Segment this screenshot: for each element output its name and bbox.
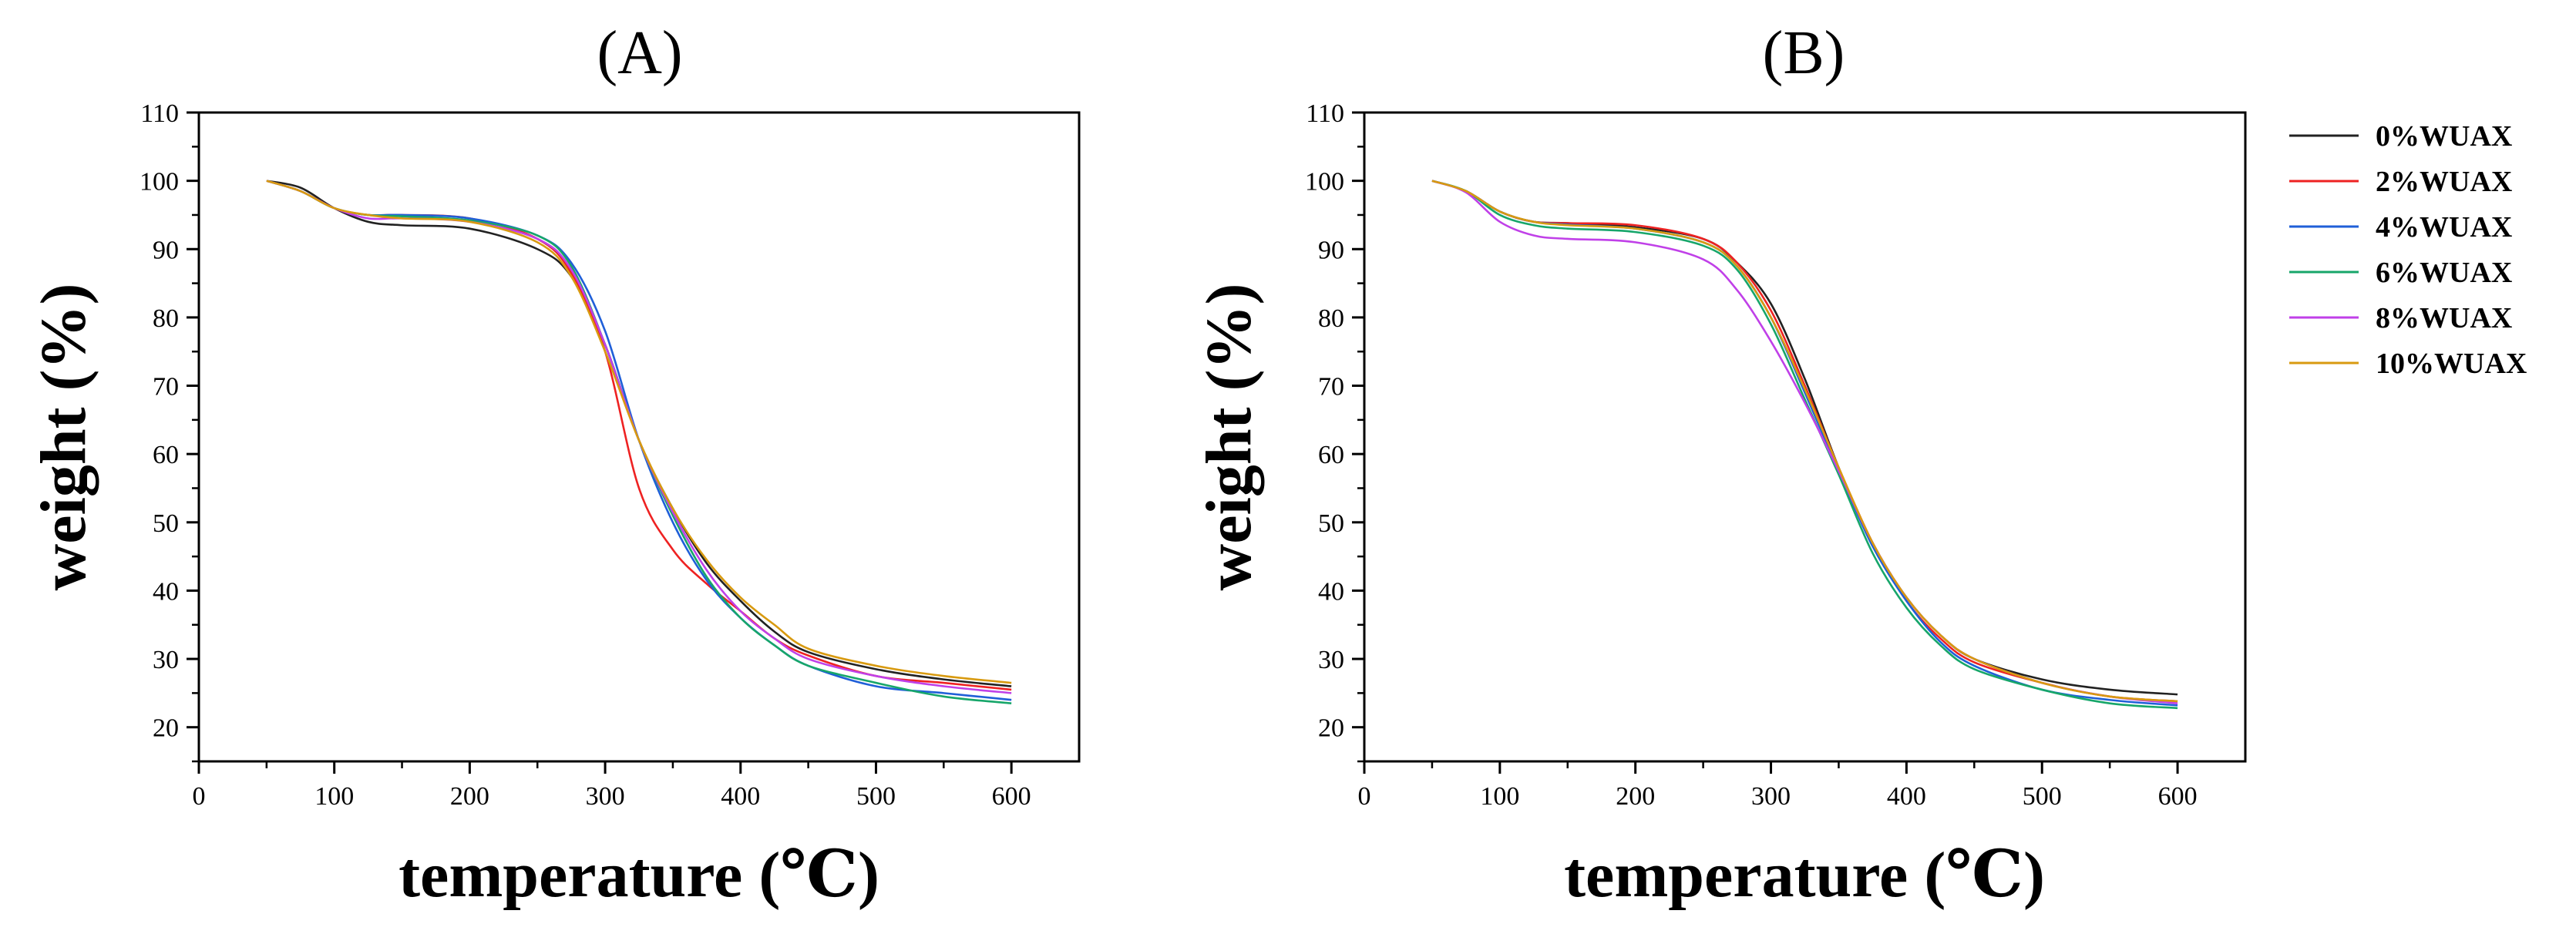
y-tick-label: 20 [153,714,179,743]
x-axis-label-b: temperature (℃) [1564,839,2045,911]
x-tick-label: 0 [193,782,206,811]
x-tick-label: 300 [586,782,625,811]
axis-ticks-b: 0 100 200 300 400 500 600 20 30 40 50 60 70 80 90 100 11… [1305,99,2198,811]
plot-frame-a [197,111,1081,763]
series-line-10pct-wuax [1431,180,2178,703]
x-tick-label: 200 [450,782,489,811]
series-line-10pct-wuax [266,180,1012,684]
y-tick-label: 60 [1318,441,1344,469]
legend: 0%WUAX 2%WUAX 4%WUAX 6%WUAX 8%WUAX 10%WUAX [2289,120,2527,380]
series-line-2pct-wuax [1431,180,2178,703]
chart-panel-a: (A) 0 100 200 300 400 500 600 20 30 40 50 60 70 80 90 1… [28,19,1081,911]
y-tick-label: 30 [1318,646,1344,674]
series-line-8pct-wuax [1431,180,2178,704]
y-tick-label: 110 [140,99,179,128]
y-tick-label: 90 [1318,236,1344,264]
y-tick-label: 100 [140,168,179,197]
y-axis-label-b: weight (%) [1193,284,1265,591]
y-tick-label: 40 [1318,577,1344,606]
x-axis-label-a: temperature (℃) [399,839,879,911]
x-tick-label: 500 [2023,782,2062,811]
panel-title-a: (A) [597,19,682,87]
x-tick-label: 400 [1887,782,1926,811]
x-tick-label: 500 [856,782,896,811]
y-tick-label: 100 [1305,168,1344,197]
legend-label: 4%WUAX [2376,211,2512,244]
series-line-8pct-wuax [266,180,1012,694]
series-lines-b [1431,180,2178,710]
series-line-0pct-wuax [1431,180,2178,696]
y-tick-label: 70 [153,373,179,401]
y-tick-label: 50 [153,509,179,538]
y-tick-label: 20 [1318,714,1344,743]
legend-label: 0%WUAX [2376,120,2512,153]
x-tick-label: 600 [2158,782,2198,811]
x-tick-label: 0 [1358,782,1371,811]
series-lines-a [266,180,1012,704]
x-tick-label: 300 [1751,782,1791,811]
axis-ticks-a: 0 100 200 300 400 500 600 20 30 40 50 60 70 80 90 100 11… [140,99,1031,811]
series-line-6pct-wuax [1431,180,2178,710]
x-tick-label: 600 [992,782,1031,811]
x-tick-label: 100 [1480,782,1519,811]
y-axis-label-a: weight (%) [28,284,99,591]
x-tick-label: 200 [1616,782,1655,811]
legend-label: 6%WUAX [2376,257,2512,289]
legend-label: 10%WUAX [2376,348,2527,380]
y-tick-label: 110 [1306,99,1344,128]
x-tick-label: 100 [314,782,354,811]
y-tick-label: 90 [153,236,179,264]
legend-label: 8%WUAX [2376,302,2512,334]
chart-panel-b: (B) 0 100 200 300 400 500 600 20 30 40 50 60 70 80 90 1… [1193,19,2247,911]
y-tick-label: 50 [1318,509,1344,538]
x-tick-label: 400 [721,782,760,811]
series-line-2pct-wuax [266,180,1012,691]
y-tick-label: 40 [153,577,179,606]
panel-title-b: (B) [1763,19,1845,87]
y-tick-label: 80 [1318,304,1344,333]
y-tick-label: 60 [153,441,179,469]
y-tick-label: 30 [153,646,179,674]
y-tick-label: 80 [153,304,179,333]
series-line-0pct-wuax [266,180,1012,687]
plot-frame-b [1363,111,2247,763]
series-line-4pct-wuax [1431,180,2178,707]
legend-label: 2%WUAX [2376,166,2512,198]
y-tick-label: 70 [1318,373,1344,401]
